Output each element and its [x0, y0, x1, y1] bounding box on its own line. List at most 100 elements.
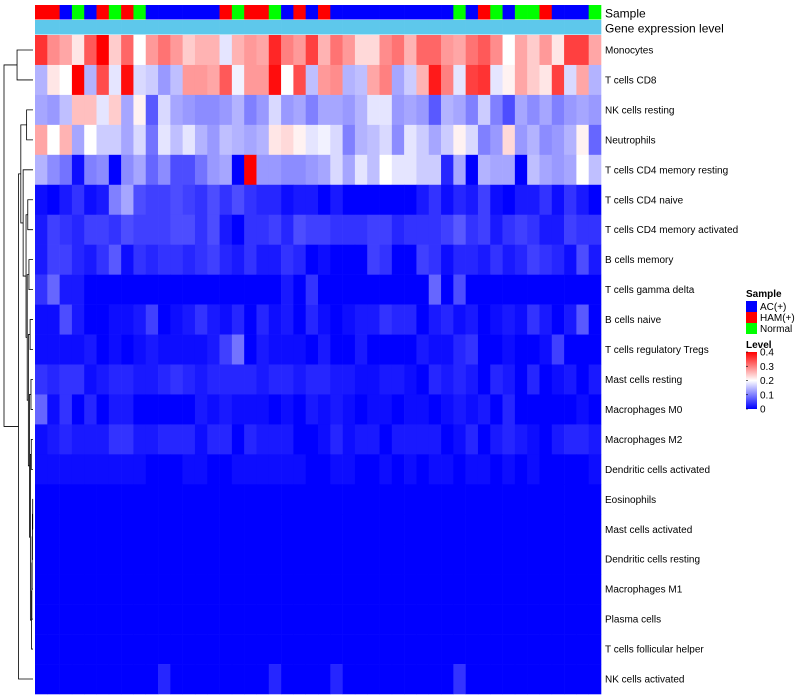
heatmap-cell [145, 364, 159, 395]
heatmap-cell [158, 364, 171, 395]
heatmap-cell [84, 214, 97, 245]
heatmap-cell [330, 454, 343, 485]
heatmap-cell [465, 634, 479, 665]
heatmap-cell [47, 514, 60, 545]
heatmap-cell [588, 484, 602, 515]
heatmap-cell [514, 64, 528, 96]
heatmap-cell [490, 94, 503, 126]
heatmap-cell [207, 484, 220, 515]
heatmap-cell [441, 544, 454, 575]
heatmap-cell [527, 184, 540, 216]
heatmap-cell [330, 334, 343, 365]
heatmap-cell [330, 424, 343, 455]
heatmap-cell [182, 424, 196, 455]
heatmap-cell [133, 184, 147, 216]
heatmap-cell [244, 64, 257, 96]
heatmap-cell [527, 334, 540, 365]
heatmap-cell [441, 604, 454, 635]
heatmap-cell [391, 484, 405, 515]
heatmap-cell [490, 454, 503, 485]
heatmap-cell [194, 364, 208, 395]
heatmap-cell [84, 364, 97, 395]
heatmap-cell [465, 214, 479, 245]
heatmap-cell [441, 124, 454, 156]
heatmap-cell [59, 544, 73, 575]
sample-annotation-cell [244, 5, 257, 20]
heatmap-cell [268, 244, 282, 275]
heatmap-cell [477, 574, 491, 605]
heatmap-cell [182, 604, 196, 635]
heatmap-cell [441, 184, 454, 216]
heatmap-cell [428, 574, 442, 605]
heatmap-cell [404, 514, 417, 545]
heatmap-cell [465, 424, 479, 455]
heatmap-cell [490, 574, 503, 605]
heatmap-cell [588, 214, 602, 245]
heatmap-cell [318, 334, 331, 365]
row-label: T cells CD4 naive [605, 195, 684, 206]
heatmap-cell [588, 364, 602, 395]
heatmap-cell [35, 184, 48, 216]
heatmap-cell [256, 424, 270, 455]
heatmap-cell [219, 514, 233, 545]
heatmap-cell [527, 94, 540, 126]
heatmap-cell [182, 154, 196, 186]
heatmap-cell [293, 544, 306, 575]
heatmap-cell [477, 604, 491, 635]
heatmap-cell [268, 184, 282, 216]
heatmap-cell [281, 64, 294, 96]
heatmap-cell [490, 154, 503, 186]
heatmap-cell [170, 124, 183, 156]
heatmap-cell [490, 35, 503, 66]
heatmap-cell [84, 454, 97, 485]
heatmap-cell [145, 424, 159, 455]
heatmap-cell [158, 304, 171, 335]
heatmap-cell [551, 394, 565, 425]
heatmap-cell [416, 334, 430, 365]
heatmap-cell [514, 604, 528, 635]
heatmap-cell [391, 454, 405, 485]
gene-expression-annotation-cell [527, 20, 540, 35]
heatmap-cell [477, 94, 491, 126]
heatmap-cell [182, 274, 196, 305]
heatmap-cell [293, 184, 306, 216]
heatmap-cell [490, 64, 503, 96]
heatmap-cell [293, 664, 306, 695]
heatmap-cell [502, 214, 516, 245]
heatmap-cell [428, 424, 442, 455]
heatmap-cell [194, 64, 208, 96]
heatmap-cell [158, 484, 171, 515]
heatmap-cell [305, 274, 319, 305]
heatmap-cell [207, 664, 220, 695]
heatmap-cell [71, 454, 85, 485]
heatmap-cell [96, 64, 110, 96]
sample-annotation-cell [231, 5, 245, 20]
heatmap-cell [576, 184, 589, 216]
heatmap-cell [158, 394, 171, 425]
heatmap-cell [318, 454, 331, 485]
heatmap-cell [84, 664, 97, 695]
heatmap-cell [219, 394, 233, 425]
heatmap-cell [465, 124, 479, 156]
heatmap-cell [133, 94, 147, 126]
heatmap-cell [219, 274, 233, 305]
heatmap-cell [477, 154, 491, 186]
heatmap-cell [539, 124, 553, 156]
heatmap-cell [256, 304, 270, 335]
row-labels: Monocytes T cells CD8 NK cells resting Neut… [605, 45, 738, 685]
heatmap-cell [108, 64, 122, 96]
heatmap-cell [84, 244, 97, 275]
heatmap-cell [121, 634, 134, 665]
heatmap-cell [477, 64, 491, 96]
heatmap-cell [354, 35, 368, 66]
heatmap-cell [35, 274, 48, 305]
heatmap-cell [588, 424, 602, 455]
heatmap-cell [576, 664, 589, 695]
heatmap-cell [182, 64, 196, 96]
heatmap-cell [170, 184, 183, 216]
heatmap-cell [244, 634, 257, 665]
heatmap-cell [145, 304, 159, 335]
heatmap-cell [354, 274, 368, 305]
heatmap-cell [35, 364, 48, 395]
heatmap-cell [490, 244, 503, 275]
